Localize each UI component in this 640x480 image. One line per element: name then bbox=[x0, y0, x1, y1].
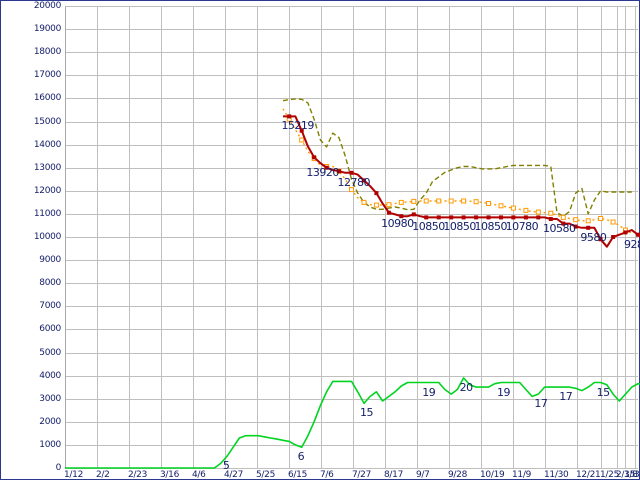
y-tick-label: 8000 bbox=[39, 278, 61, 289]
x-tick-label: 12/21 bbox=[576, 470, 601, 480]
x-tick-label: 4/27 bbox=[224, 470, 244, 480]
y-tick-label: 18000 bbox=[33, 47, 61, 58]
y-tick-label: 11000 bbox=[33, 208, 61, 219]
data-value-label: 19 bbox=[422, 385, 436, 399]
y-tick-label: 5000 bbox=[39, 347, 61, 358]
x-tick-label: 11/9 bbox=[512, 470, 532, 480]
series-upper-olive-dashed bbox=[282, 98, 632, 217]
y-tick-label: 0 bbox=[55, 463, 62, 473]
y-tick-label: 7000 bbox=[39, 301, 61, 312]
data-value-label: 19 bbox=[496, 385, 511, 399]
data-value-label: 15 bbox=[596, 385, 611, 399]
data-value-label: 13920 bbox=[306, 166, 339, 180]
y-tick-label: 12000 bbox=[33, 185, 61, 196]
y-tick-label: 1000 bbox=[39, 439, 61, 450]
y-tick-label: 2000 bbox=[39, 416, 61, 427]
x-tick-label: 7/6 bbox=[320, 470, 334, 480]
x-tick-label: 3/16 bbox=[160, 470, 180, 480]
grid-lines bbox=[65, 6, 638, 469]
x-tick-label: 5/25 bbox=[256, 470, 276, 480]
y-tick-label: 14000 bbox=[33, 139, 61, 150]
data-value-label: 10850 bbox=[412, 220, 445, 234]
data-value-label: 20 bbox=[459, 380, 474, 394]
y-tick-label: 9000 bbox=[39, 255, 61, 266]
y-tick-label: 3000 bbox=[39, 393, 61, 404]
x-tick-label: 8/17 bbox=[384, 470, 404, 480]
y-tick-label: 16000 bbox=[33, 93, 61, 104]
x-tick-label: 1/25 bbox=[600, 470, 620, 480]
x-tick-label: 6/15 bbox=[288, 470, 308, 480]
series-main-red bbox=[283, 114, 640, 248]
x-tick-label: 7/27 bbox=[352, 470, 372, 480]
x-tick-label: 2/23 bbox=[128, 470, 148, 480]
data-value-label: 10850 bbox=[474, 220, 508, 234]
data-value-label: 17 bbox=[559, 390, 573, 404]
x-tick-label: 1/12 bbox=[64, 470, 84, 480]
data-value-label: 9280 bbox=[624, 237, 640, 251]
x-tick-label: 9/28 bbox=[448, 470, 468, 480]
x-tick-label: 4/6 bbox=[192, 470, 206, 480]
data-value-label: 9580 bbox=[580, 230, 607, 244]
x-tick-label: 11/30 bbox=[544, 470, 569, 480]
data-value-label: 12780 bbox=[337, 175, 371, 189]
data-value-label: 15 bbox=[359, 406, 374, 420]
data-value-label: 10980 bbox=[381, 217, 414, 231]
y-tick-label: 10000 bbox=[33, 232, 61, 242]
x-tick-label: 3/8 bbox=[624, 470, 638, 480]
data-value-label: 10580 bbox=[543, 221, 576, 235]
y-tick-label: 19000 bbox=[33, 24, 61, 35]
series-lower-green-count bbox=[65, 377, 640, 469]
data-value-label: 6 bbox=[297, 450, 305, 464]
y-tick-label: 20000 bbox=[33, 1, 61, 11]
x-tick-label: 2/15 bbox=[616, 470, 636, 480]
y-tick-label: 6000 bbox=[39, 324, 61, 335]
x-tick-label: 10/19 bbox=[480, 470, 505, 480]
x-tick-label: 2/2 bbox=[96, 470, 110, 480]
data-value-label: 5 bbox=[222, 459, 230, 473]
x-tick-label: 9/7 bbox=[416, 470, 430, 480]
data-value-label: 10780 bbox=[505, 220, 539, 234]
y-tick-label: 4000 bbox=[39, 370, 61, 381]
y-tick-label: 13000 bbox=[33, 162, 61, 173]
y-tick-label: 15000 bbox=[33, 116, 61, 127]
x-tick-label: 3/22 bbox=[634, 470, 640, 480]
y-tick-label: 17000 bbox=[33, 70, 61, 81]
data-value-label: 10850 bbox=[443, 220, 476, 234]
data-value-label: 17 bbox=[534, 397, 548, 411]
data-value-label: 15219 bbox=[281, 119, 314, 133]
